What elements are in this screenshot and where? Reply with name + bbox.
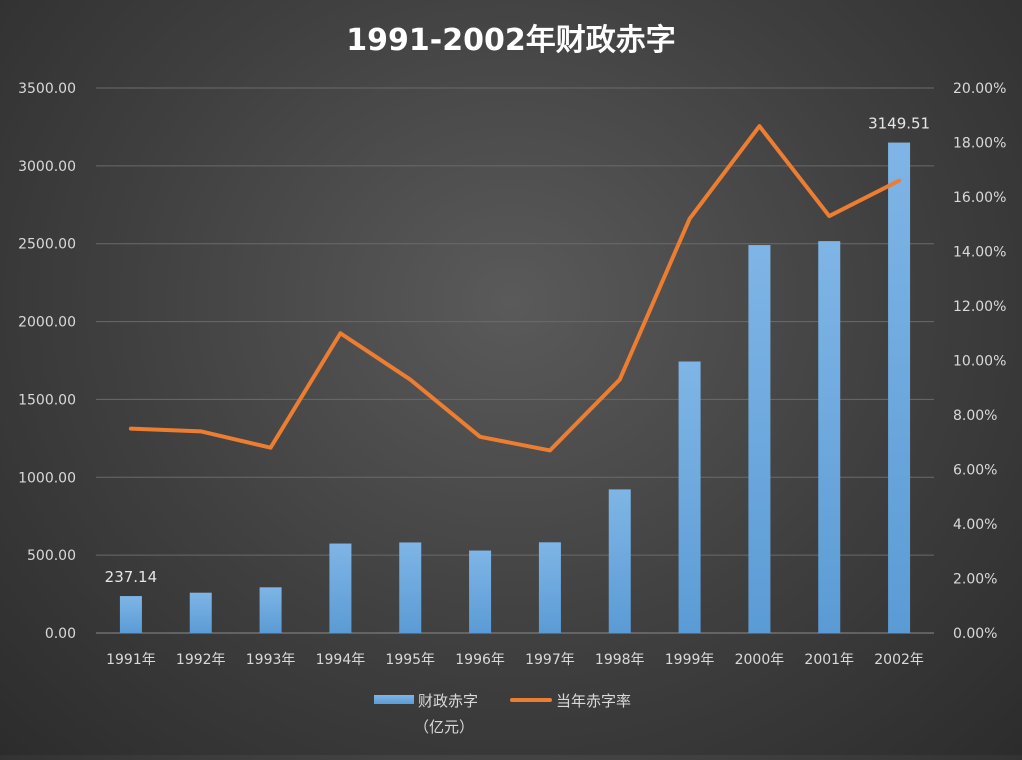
right-axis-tick-label: 0.00% [953,626,997,642]
legend-label: 财政赤字 [418,692,478,710]
bar [609,489,631,633]
bar [539,542,561,633]
chart-title: 1991-2002年财政赤字 [346,23,675,58]
x-axis-tick-label: 1992年 [176,652,226,668]
bar [120,596,142,633]
bar [888,143,910,633]
right-axis-tick-label: 2.00% [953,572,997,588]
right-axis-tick-label: 6.00% [953,463,997,479]
legend-swatch-bar [374,695,414,704]
bar-series [120,143,910,633]
bar [190,593,212,633]
right-axis-tick-labels: 0.00% 2.00% 4.00% 6.00% 8.00% 10.00% 12.00% 14.… [953,81,1006,642]
right-axis-tick-label: 14.00% [953,245,1006,261]
legend-label-unit: （亿元） [414,718,474,736]
right-axis-tick-label: 10.00% [953,354,1006,370]
x-axis-tick-label: 1994年 [316,652,366,668]
bar [679,361,701,633]
bar [329,544,351,633]
left-axis-tick-label: 1500.00 [18,392,76,408]
data-label: 3149.51 [868,115,930,133]
bar [748,245,770,633]
x-axis-tick-label: 1999年 [665,652,715,668]
line-series [131,126,899,450]
legend-label: 当年赤字率 [556,692,631,710]
x-axis-tick-label: 1991年 [106,652,156,668]
bar [469,551,491,633]
right-axis-tick-label: 18.00% [953,136,1006,152]
data-label: 237.14 [105,568,158,586]
series-line [131,126,899,450]
x-axis-tick-labels: 1991年 1992年 1993年 1994年 1995年 1996年 1997年 1998年… [106,652,924,668]
x-axis-tick-label: 1995年 [385,652,435,668]
right-axis-tick-label: 4.00% [953,517,997,533]
left-axis-tick-labels: 0.00 500.00 1000.00 1500.00 2000.00 2500.00 30… [18,81,76,642]
left-axis-tick-label: 2500.00 [18,237,76,253]
x-axis-tick-label: 2002年 [874,652,924,668]
bar [818,241,840,633]
left-axis-tick-label: 0.00 [45,626,76,642]
gridlines [96,88,934,633]
bar [260,587,282,633]
left-axis-tick-label: 500.00 [27,548,76,564]
x-axis-tick-label: 1996年 [455,652,505,668]
right-axis-tick-label: 12.00% [953,299,1006,315]
legend: 财政赤字 （亿元） 当年赤字率 [374,692,631,736]
right-axis-tick-label: 16.00% [953,190,1006,206]
left-axis-tick-label: 3500.00 [18,81,76,97]
x-axis-tick-label: 1998年 [595,652,645,668]
bar [399,542,421,633]
right-axis-tick-label: 20.00% [953,81,1006,97]
left-axis-tick-label: 1000.00 [18,470,76,486]
right-axis-tick-label: 8.00% [953,408,997,424]
x-axis-tick-label: 2001年 [804,652,854,668]
x-axis-tick-label: 1997年 [525,652,575,668]
x-axis-tick-label: 2000年 [735,652,785,668]
x-axis-tick-label: 1993年 [246,652,296,668]
left-axis-tick-label: 3000.00 [18,159,76,175]
left-axis-tick-label: 2000.00 [18,315,76,331]
